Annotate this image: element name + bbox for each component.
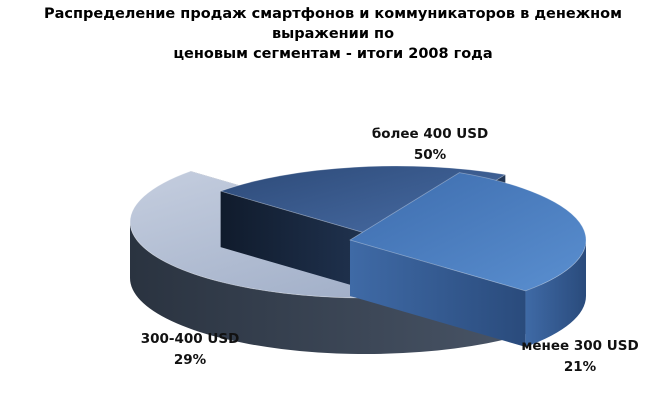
pie-slice-2-cut-1 — [350, 240, 526, 347]
chart-title-line-1: Распределение продаж смартфонов и коммун… — [44, 6, 622, 42]
pie-slice-1-top — [219, 165, 507, 243]
slice-value-label-0: 50% — [414, 147, 447, 163]
slice-value-label-2: 29% — [174, 352, 207, 368]
chart-title: Распределение продаж смартфонов и коммун… — [0, 4, 666, 64]
chart-title-line-2: ценовым сегментам - итоги 2008 года — [173, 46, 493, 62]
slice-label-2: 300-400 USD — [141, 331, 240, 347]
pie-slice-2-top — [349, 172, 587, 292]
slice-label-0: более 400 USD — [372, 126, 488, 142]
pie-slice-2-wall-0 — [525, 240, 586, 347]
slice-label-1: менее 300 USD — [521, 338, 638, 354]
pie-slice-2 — [349, 172, 587, 347]
slice-value-label-1: 21% — [564, 359, 597, 375]
